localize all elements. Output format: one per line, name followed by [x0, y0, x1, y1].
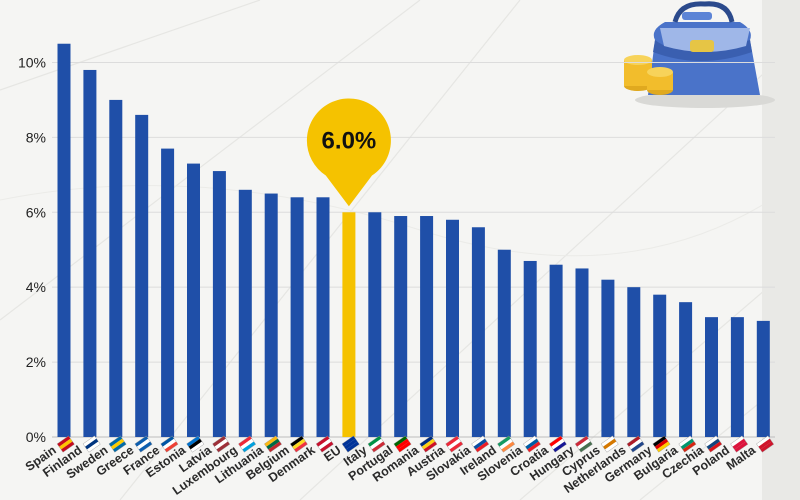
bar-slovenia: [523, 260, 537, 437]
lithuania-flag-icon: [264, 435, 282, 453]
bar-eu: [342, 212, 356, 437]
slovenia-flag-icon: [523, 435, 541, 453]
malta-flag-icon: [756, 435, 775, 453]
bar-sweden: [109, 99, 123, 437]
france-flag-icon: [160, 435, 179, 453]
category-labels: SpainFinlandSwedenGreeceFranceEstoniaLat…: [23, 442, 759, 497]
y-tick-label: 6%: [26, 204, 46, 220]
estonia-flag-icon: [186, 435, 205, 453]
bar-estonia: [187, 163, 200, 437]
bar-austria: [446, 219, 459, 437]
bar-netherlands: [627, 287, 641, 437]
austria-flag-icon: [445, 435, 464, 453]
bar-bulgaria: [679, 302, 693, 437]
money-bag-with-coins-icon: [624, 1, 775, 108]
y-axis-tick-labels: 0% 2% 4% 6% 8% 10%: [18, 54, 46, 445]
callout-value: 6.0%: [322, 127, 377, 154]
belgium-flag-icon: [289, 435, 308, 453]
hungary-flag-icon: [574, 435, 593, 453]
bar-romania: [420, 216, 434, 437]
czechia-flag-icon: [704, 435, 723, 453]
y-tick-label: 2%: [26, 354, 46, 370]
y-tick-label: 4%: [26, 279, 46, 295]
bar-latvia: [212, 171, 226, 437]
bar-hungary: [575, 268, 589, 437]
eu-flag-icon: [341, 435, 360, 453]
bar-czechia: [705, 317, 718, 437]
cyprus-flag-icon: [600, 435, 619, 453]
y-tick-label: 8%: [26, 129, 46, 145]
bar-denmark: [316, 197, 330, 437]
bulgaria-flag-icon: [678, 435, 697, 453]
bar-spain: [57, 43, 71, 438]
bar-lithuania: [264, 193, 278, 437]
greece-flag-icon: [134, 435, 153, 453]
luxembourg-flag-icon: [238, 435, 257, 453]
denmark-flag-icon: [315, 435, 334, 453]
y-tick-label: 0%: [26, 429, 46, 445]
netherlands-flag-icon: [626, 435, 645, 453]
ireland-flag-icon: [497, 435, 516, 453]
bar-germany: [653, 294, 667, 437]
highlight-callout: 6.0%: [306, 98, 391, 207]
bar-malta: [756, 320, 770, 437]
bars: [57, 43, 770, 438]
italy-flag-icon: [367, 435, 386, 453]
bar-croatia: [549, 264, 563, 437]
croatia-flag-icon: [548, 435, 567, 453]
romania-flag-icon: [419, 435, 438, 453]
latvia-flag-icon: [212, 435, 231, 453]
grid-lines: [52, 61, 775, 438]
bar-luxembourg: [238, 189, 252, 437]
bar-portugal: [394, 216, 408, 437]
slovakia-flag-icon: [471, 435, 490, 453]
bar-greece: [135, 114, 149, 438]
callout-bubble: [306, 98, 391, 207]
bar-finland: [83, 69, 97, 437]
bar-poland: [730, 317, 744, 437]
bar-slovakia: [471, 227, 485, 437]
spain-flag-icon: [56, 435, 75, 453]
y-tick-label: 10%: [18, 54, 46, 70]
poland-flag-icon: [730, 435, 749, 453]
sweden-flag-icon: [108, 435, 127, 453]
germany-flag-icon: [652, 435, 671, 453]
flag-icons: [56, 435, 775, 453]
bar-belgium: [290, 197, 304, 437]
bar-ireland: [497, 249, 511, 437]
finland-flag-icon: [82, 435, 101, 453]
portugal-flag-icon: [393, 435, 412, 453]
bar-italy: [368, 212, 382, 437]
bar-cyprus: [601, 279, 615, 437]
bar-france: [161, 148, 175, 437]
